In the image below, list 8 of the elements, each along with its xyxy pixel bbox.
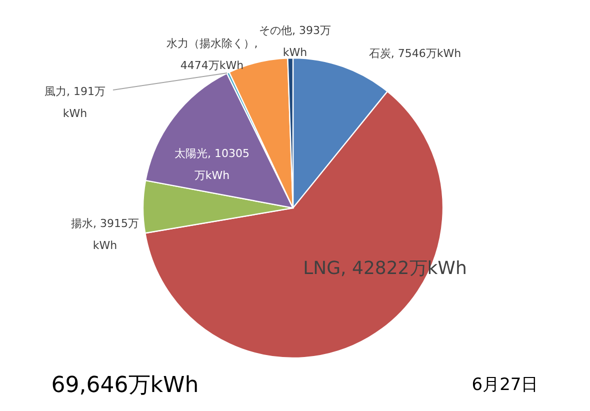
slice-label: 風力, 191万 kWh	[44, 85, 106, 120]
slice-label: 太陽光, 10305 万kWh	[174, 147, 250, 182]
slice-label: その他, 393万 kWh	[259, 24, 331, 59]
text: 6月27日	[472, 375, 538, 395]
text: 69,646万kWh	[51, 373, 199, 398]
slice-label: 水力（揚水除く）, 4474万kWh	[166, 37, 258, 72]
slice-label: 石炭, 7546万kWh	[368, 47, 462, 60]
slice-label: 揚水, 3915万 kWh	[71, 217, 139, 252]
